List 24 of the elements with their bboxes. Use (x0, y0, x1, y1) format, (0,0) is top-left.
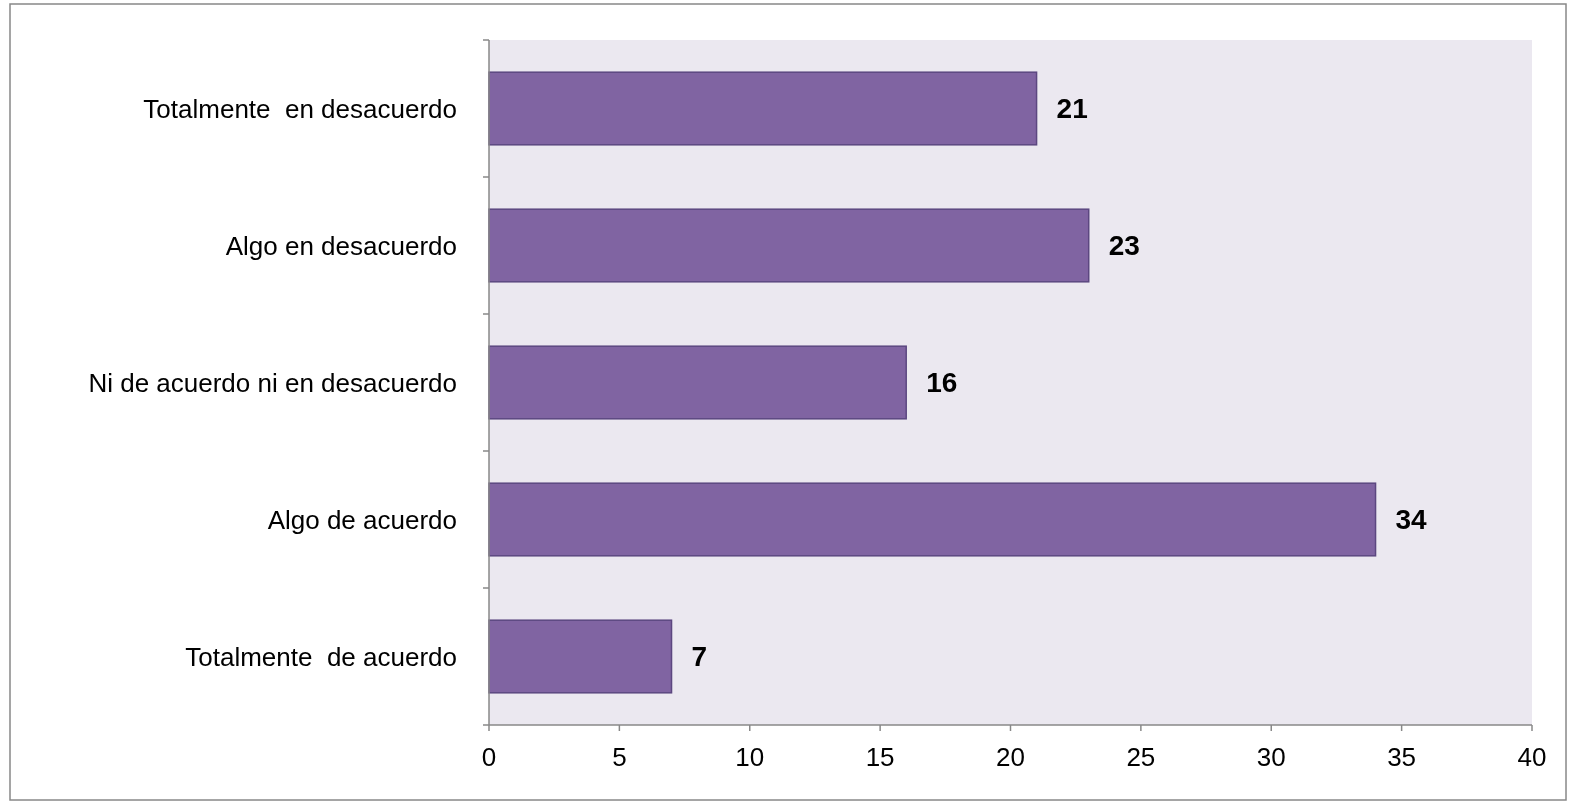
bar (488, 345, 907, 420)
data-label: 34 (1395, 504, 1428, 535)
data-label: 16 (926, 367, 958, 398)
x-tick-label: 25 (1126, 742, 1156, 772)
bar (488, 208, 1090, 283)
bar (488, 619, 673, 694)
data-label: 21 (1056, 93, 1088, 124)
x-tick-label: 20 (996, 742, 1025, 772)
x-tick-label: 10 (735, 742, 765, 772)
data-label: 7 (691, 641, 708, 672)
y-tick-label: Totalmente en desacuerdo (143, 93, 457, 124)
x-tick-label: 30 (1256, 742, 1286, 772)
x-tick-label: 5 (612, 742, 627, 772)
x-tick-label: 40 (1517, 742, 1547, 772)
y-tick-label: Ni de acuerdo ni en desacuerdo (88, 367, 457, 398)
y-tick-label: Algo en desacuerdo (225, 230, 457, 261)
y-tick-label: Algo de acuerdo (267, 504, 457, 535)
x-tick-label: 0 (481, 742, 497, 772)
x-tick-label: 15 (865, 742, 895, 772)
bar (488, 482, 1377, 557)
bar (488, 71, 1038, 146)
data-label: 23 (1108, 230, 1140, 261)
y-tick-label: Totalmente de acuerdo (185, 641, 457, 672)
x-tick-label: 35 (1387, 742, 1417, 772)
